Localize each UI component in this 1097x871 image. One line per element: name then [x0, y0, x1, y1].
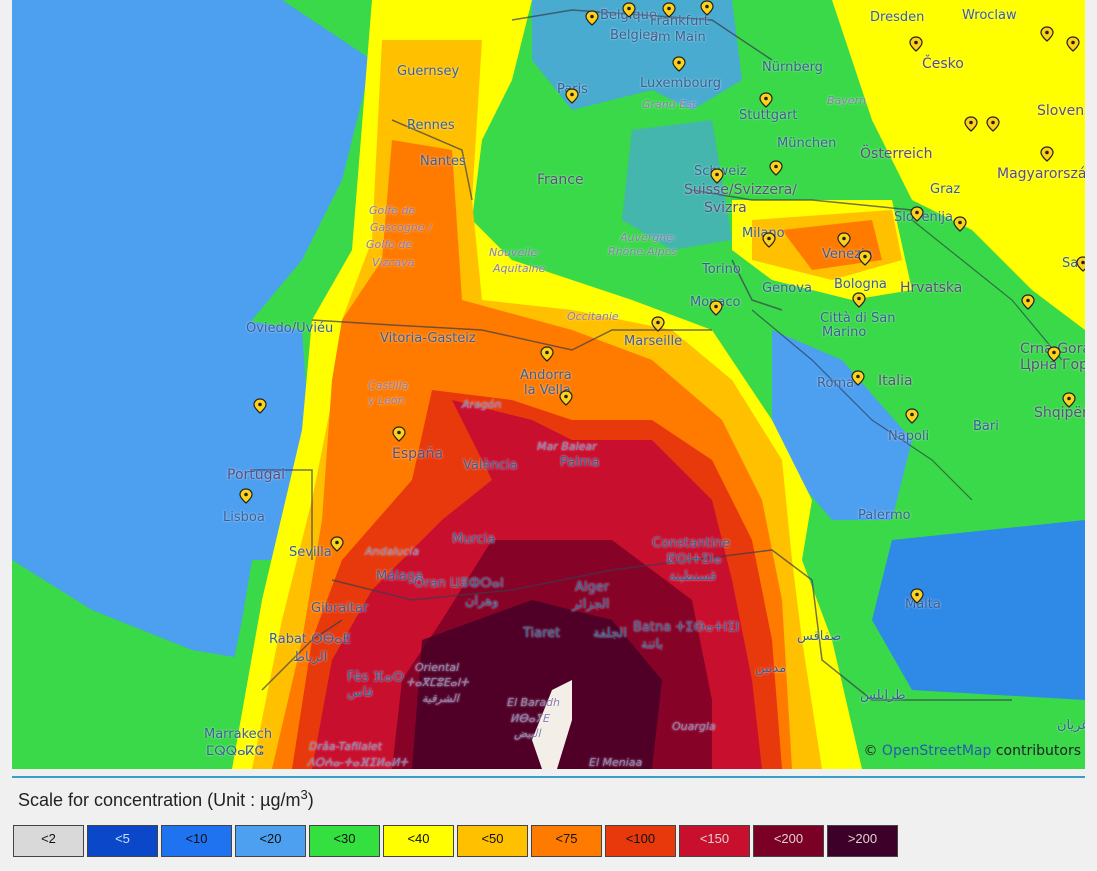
station-marker-icon[interactable] — [565, 88, 579, 104]
station-marker-icon[interactable] — [253, 398, 267, 414]
attribution-prefix: © — [863, 743, 882, 759]
legend-swatch: <75 — [531, 825, 602, 857]
station-marker-icon[interactable] — [1040, 26, 1054, 42]
legend-swatch: <200 — [753, 825, 824, 857]
legend-swatch: <10 — [161, 825, 232, 857]
station-marker-icon[interactable] — [1047, 346, 1061, 362]
station-marker-icon[interactable] — [330, 536, 344, 552]
scale-title-exponent: 3 — [300, 787, 308, 802]
station-marker-icon[interactable] — [964, 116, 978, 132]
legend-swatch: <5 — [87, 825, 158, 857]
station-marker-icon[interactable] — [986, 116, 1000, 132]
station-marker-icon[interactable] — [1066, 36, 1080, 52]
station-marker-icon[interactable] — [1040, 146, 1054, 162]
station-marker-icon[interactable] — [622, 2, 636, 18]
station-marker-icon[interactable] — [953, 216, 967, 232]
station-marker-icon[interactable] — [762, 232, 776, 248]
map-attribution: © OpenStreetMap contributors — [863, 743, 1081, 759]
legend-swatch: <50 — [457, 825, 528, 857]
legend-swatch: <2 — [13, 825, 84, 857]
station-marker-icon[interactable] — [858, 250, 872, 266]
concentration-legend: <2 <5 <10 <20 <30 <40 <50 <75 <100 <150 <200 >200 — [13, 825, 898, 857]
station-marker-icon[interactable] — [1076, 256, 1085, 272]
station-marker-icon[interactable] — [585, 10, 599, 26]
scale-title: Scale for concentration (Unit : µg/m3) — [18, 787, 314, 811]
station-marker-icon[interactable] — [1062, 392, 1076, 408]
scale-title-suffix: ) — [307, 790, 314, 810]
station-marker-icon[interactable] — [759, 92, 773, 108]
station-marker-icon[interactable] — [662, 2, 676, 18]
openstreetmap-link[interactable]: OpenStreetMap — [881, 743, 992, 759]
legend-swatch: <20 — [235, 825, 306, 857]
scale-title-text: Scale for concentration (Unit : µg/m — [18, 790, 301, 810]
station-marker-icon[interactable] — [910, 588, 924, 604]
legend-divider — [12, 776, 1085, 778]
station-marker-icon[interactable] — [851, 370, 865, 386]
station-marker-icon[interactable] — [837, 232, 851, 248]
station-marker-icon[interactable] — [909, 36, 923, 52]
legend-swatch: <150 — [679, 825, 750, 857]
concentration-layer — [12, 0, 1085, 769]
legend-swatch: <30 — [309, 825, 380, 857]
station-marker-icon[interactable] — [672, 56, 686, 72]
station-marker-icon[interactable] — [392, 426, 406, 442]
station-marker-icon[interactable] — [559, 390, 573, 406]
station-marker-icon[interactable] — [1021, 294, 1035, 310]
station-marker-icon[interactable] — [651, 316, 665, 332]
legend-swatch: <100 — [605, 825, 676, 857]
legend-swatch: <40 — [383, 825, 454, 857]
attribution-suffix: contributors — [991, 743, 1081, 759]
station-marker-icon[interactable] — [769, 160, 783, 176]
station-marker-icon[interactable] — [852, 292, 866, 308]
station-marker-icon[interactable] — [905, 408, 919, 424]
legend-swatch: >200 — [827, 825, 898, 857]
station-marker-icon[interactable] — [239, 488, 253, 504]
concentration-map[interactable]: BelgiqueBelgienFrankfurtam MainDresdenWr… — [12, 0, 1085, 769]
station-marker-icon[interactable] — [910, 206, 924, 222]
station-marker-icon[interactable] — [700, 0, 714, 16]
station-marker-icon[interactable] — [709, 300, 723, 316]
station-marker-icon[interactable] — [710, 168, 724, 184]
station-marker-icon[interactable] — [540, 346, 554, 362]
